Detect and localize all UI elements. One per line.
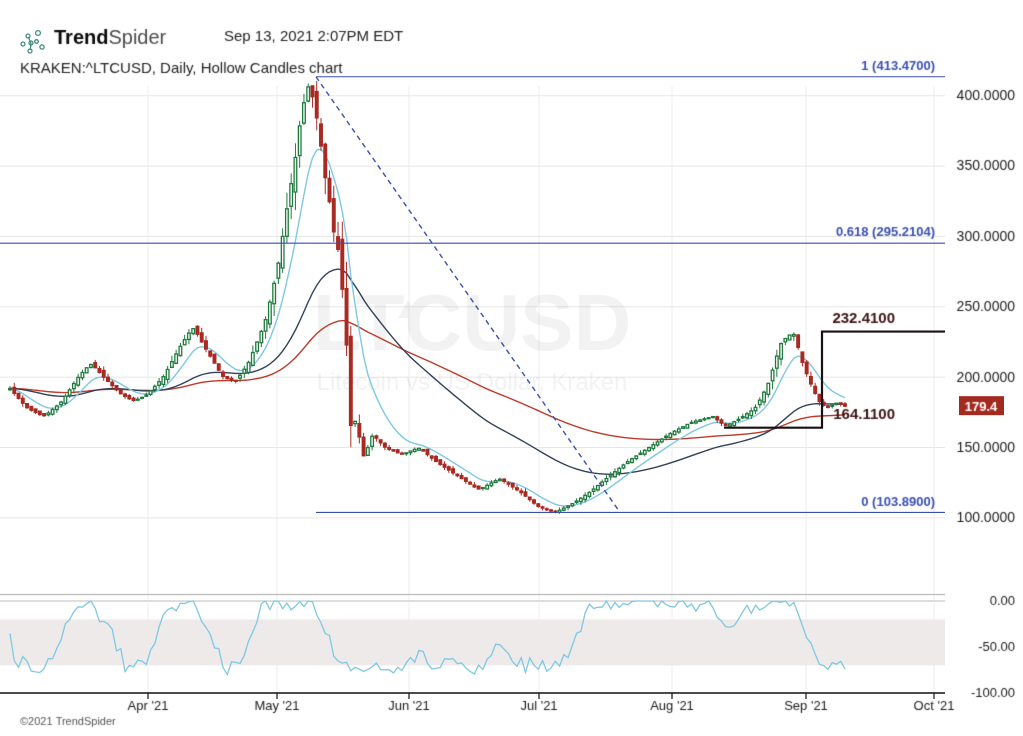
svg-text:LTCUSD: LTCUSD: [313, 278, 631, 367]
svg-text:Litecoin vs US Dollar, Kraken: Litecoin vs US Dollar, Kraken: [317, 369, 628, 396]
